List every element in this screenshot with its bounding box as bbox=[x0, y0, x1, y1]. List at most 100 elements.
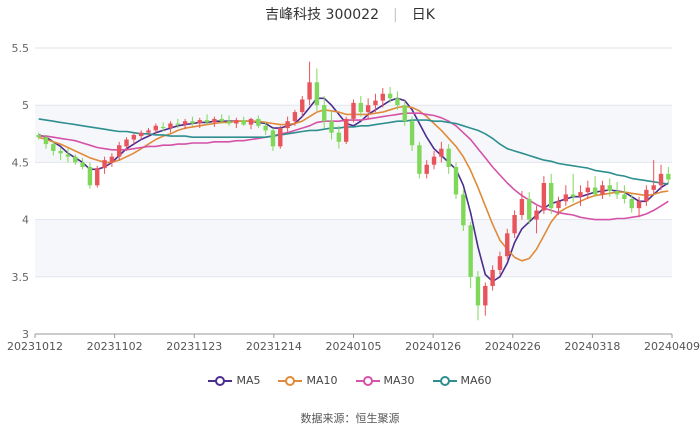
candle-body bbox=[204, 120, 210, 123]
candle-body bbox=[519, 199, 525, 216]
candle bbox=[87, 162, 93, 189]
candle bbox=[497, 251, 503, 275]
legend-marker bbox=[432, 376, 457, 386]
candle bbox=[270, 128, 276, 151]
candle-body bbox=[58, 150, 63, 154]
candle-body bbox=[505, 233, 510, 257]
candle-body bbox=[263, 125, 268, 131]
candle bbox=[365, 98, 371, 119]
candle-body bbox=[248, 118, 254, 125]
candle-body bbox=[160, 126, 166, 129]
candle bbox=[607, 178, 612, 197]
candle bbox=[592, 176, 598, 197]
candle-body bbox=[585, 187, 590, 193]
candle-body bbox=[102, 160, 107, 169]
candle-body bbox=[336, 132, 342, 142]
candle bbox=[534, 205, 539, 234]
candle-body bbox=[534, 210, 539, 220]
candle bbox=[636, 196, 642, 218]
candle bbox=[263, 121, 268, 135]
candle-body bbox=[270, 130, 276, 147]
candle bbox=[102, 156, 107, 174]
candle bbox=[51, 141, 56, 156]
x-tick-label: 20231012 bbox=[7, 340, 63, 353]
candle bbox=[387, 86, 393, 103]
legend-marker bbox=[355, 376, 380, 386]
candle-body bbox=[578, 192, 583, 197]
candle bbox=[512, 210, 517, 238]
candle bbox=[343, 116, 349, 145]
candle-body bbox=[629, 199, 634, 209]
candle bbox=[212, 116, 217, 127]
x-tick-label: 20231214 bbox=[246, 340, 302, 353]
y-tick-label: 4.5 bbox=[12, 156, 30, 169]
candle-body bbox=[607, 185, 612, 191]
candle bbox=[644, 185, 649, 206]
legend-item-ma5[interactable]: MA5 bbox=[208, 374, 260, 387]
candle-body bbox=[131, 134, 137, 140]
candle bbox=[36, 132, 41, 140]
candle bbox=[248, 117, 254, 130]
candle bbox=[402, 100, 407, 126]
candle bbox=[629, 194, 634, 213]
legend-item-ma30[interactable]: MA30 bbox=[355, 374, 415, 387]
x-tick-label: 20240409 bbox=[644, 340, 700, 353]
candle bbox=[453, 162, 459, 200]
candle bbox=[600, 180, 605, 200]
candle bbox=[219, 114, 224, 124]
candle-body bbox=[168, 123, 173, 129]
candle-body bbox=[666, 173, 671, 180]
candle-body bbox=[387, 93, 393, 99]
candle-body bbox=[241, 120, 246, 125]
candle bbox=[131, 132, 137, 145]
candle-body bbox=[380, 93, 385, 101]
legend-marker bbox=[278, 376, 303, 386]
legend-marker bbox=[208, 376, 233, 386]
candle-body bbox=[329, 121, 334, 133]
title-stock-name: 吉峰科技 300022 bbox=[265, 7, 379, 23]
candle-body bbox=[322, 105, 327, 122]
candle bbox=[329, 110, 334, 140]
candle bbox=[585, 180, 590, 200]
candle-body bbox=[548, 182, 554, 209]
candle-body bbox=[468, 225, 473, 277]
candle-body bbox=[117, 145, 122, 157]
candle bbox=[204, 114, 210, 125]
candle-body bbox=[365, 105, 371, 113]
legend-item-ma60[interactable]: MA60 bbox=[432, 374, 492, 387]
candle-body bbox=[87, 166, 93, 186]
candle bbox=[300, 96, 305, 117]
candle-body bbox=[497, 256, 503, 270]
y-tick-label: 4 bbox=[22, 214, 29, 227]
legend-label: MA60 bbox=[460, 374, 492, 387]
candle-body bbox=[146, 130, 151, 133]
candle bbox=[380, 88, 385, 108]
candle bbox=[409, 116, 415, 151]
candle-body bbox=[278, 128, 283, 147]
candle-body bbox=[300, 99, 305, 113]
candle-body bbox=[424, 164, 429, 174]
candle bbox=[168, 121, 173, 133]
candle bbox=[570, 173, 576, 203]
candle bbox=[578, 185, 583, 206]
candle bbox=[614, 181, 620, 200]
candle-body bbox=[219, 118, 224, 122]
candle bbox=[461, 189, 466, 232]
candle bbox=[43, 134, 49, 149]
legend-item-ma10[interactable]: MA10 bbox=[278, 374, 338, 387]
candle-body bbox=[256, 118, 261, 126]
candle bbox=[651, 160, 656, 195]
candle bbox=[73, 154, 78, 165]
x-tick-label: 20240126 bbox=[405, 340, 461, 353]
candle bbox=[519, 191, 525, 220]
candle bbox=[483, 282, 488, 316]
candle bbox=[336, 125, 342, 149]
candle-body bbox=[373, 100, 378, 106]
candle bbox=[285, 116, 290, 133]
source-value: 恒生聚源 bbox=[355, 412, 400, 425]
candle bbox=[395, 91, 400, 110]
candles bbox=[36, 61, 671, 321]
ma60-line bbox=[38, 118, 669, 185]
candle-body bbox=[614, 191, 620, 195]
title-period: 日K bbox=[411, 7, 435, 23]
